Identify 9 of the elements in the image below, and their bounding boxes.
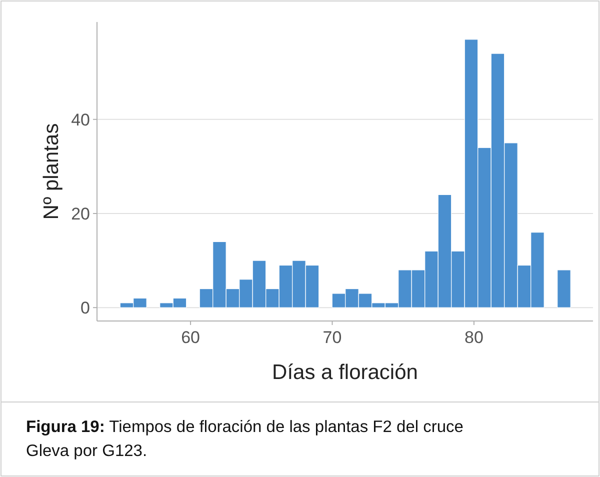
x-tick-label: 60 [181,328,200,347]
text: Figura 19: Tiempos de floración de las plantas F2 del cruce Gleva por G123. [26,418,464,460]
x-tick-label: 70 [322,328,342,347]
y-tick-label: 20 [71,204,90,224]
y-tick-label: 0 [80,298,90,318]
x-tick-label: 80 [464,328,484,347]
x-axis-title: Días a floración [272,361,418,384]
y-axis-title: Nº plantas [40,123,63,220]
y-tick-label: 40 [71,110,90,130]
